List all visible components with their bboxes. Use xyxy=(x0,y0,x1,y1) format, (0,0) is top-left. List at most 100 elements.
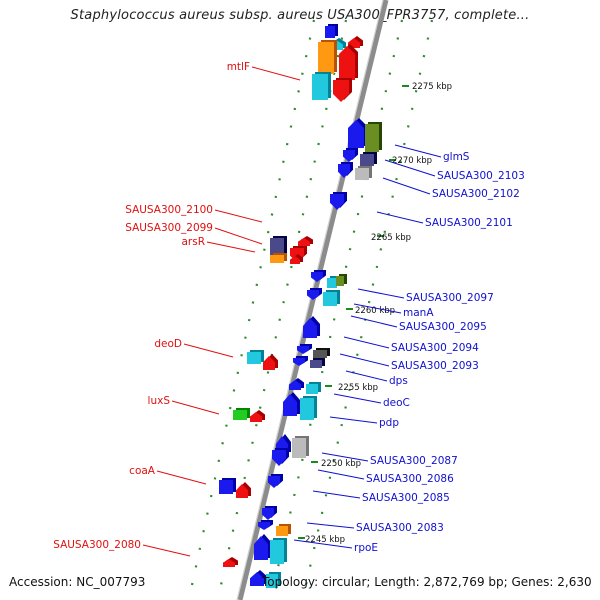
gene-feature xyxy=(339,44,358,80)
gene-feature xyxy=(336,274,347,286)
right-label-leader xyxy=(293,539,353,549)
left-gene-label: deoD xyxy=(154,338,182,350)
kbp-tick-label: 2255 kbp xyxy=(338,383,378,393)
right-label-leader xyxy=(376,211,424,224)
gene-feature xyxy=(272,448,289,466)
gene-feature xyxy=(323,290,340,306)
right-gene-label: SAUSA300_2087 xyxy=(370,455,458,467)
outer-right-dots xyxy=(304,19,434,586)
right-gene-label: SAUSA300_2083 xyxy=(356,522,444,534)
kbp-tick-label: 2275 kbp xyxy=(412,82,452,92)
gene-feature xyxy=(250,410,265,422)
right-gene-label: glmS xyxy=(443,151,470,163)
gene-feature xyxy=(360,152,377,166)
gene-feature xyxy=(355,166,372,180)
gene-feature xyxy=(325,24,338,38)
gene-feature xyxy=(307,288,322,300)
right-gene-label: manA xyxy=(403,307,434,319)
right-gene-label: rpoE xyxy=(354,542,378,554)
right-gene-label: SAUSA300_2086 xyxy=(366,473,454,485)
right-label-leader xyxy=(353,303,402,314)
kbp-tick-label: 2265 kbp xyxy=(371,233,411,243)
right-label-leader xyxy=(394,144,442,158)
left-label-leader xyxy=(214,209,263,223)
gene-feature xyxy=(263,354,278,370)
gene-feature xyxy=(303,316,320,338)
gene-feature xyxy=(247,350,264,364)
left-gene-label: arsR xyxy=(181,236,205,248)
right-label-leader xyxy=(382,177,431,195)
right-label-leader xyxy=(306,522,355,529)
topology-text: Topology: circular; Length: 2,872,769 bp… xyxy=(262,575,592,589)
right-label-leader xyxy=(343,336,390,349)
left-label-leader xyxy=(251,66,301,81)
right-label-leader xyxy=(312,490,361,499)
left-label-leader xyxy=(214,227,263,245)
left-gene-label: SAUSA300_2080 xyxy=(53,539,141,551)
gene-feature xyxy=(270,253,287,263)
right-label-leader xyxy=(339,353,390,367)
left-gene-label: mtlF xyxy=(227,61,250,73)
map-title: Staphylococcus aureus subsp. aureus USA3… xyxy=(70,8,530,23)
accession-text: Accession: NC_007793 xyxy=(9,575,146,589)
gene-feature xyxy=(298,236,313,246)
gene-feature xyxy=(258,520,273,530)
gene-feature xyxy=(219,478,236,494)
kbp-tick-label: 2250 kbp xyxy=(321,459,361,469)
gene-feature xyxy=(365,122,382,152)
left-label-leader xyxy=(183,343,234,358)
backbone-highlight xyxy=(236,0,384,600)
left-gene-label: SAUSA300_2099 xyxy=(125,222,213,234)
gene-feature xyxy=(292,436,309,458)
left-label-leader xyxy=(206,241,256,253)
kbp-tick-label: 2245 kbp xyxy=(305,535,345,545)
right-label-leader xyxy=(345,370,388,382)
gene-feature xyxy=(250,570,267,586)
gene-feature xyxy=(330,192,347,210)
gene-feature xyxy=(338,162,353,178)
right-gene-label: SAUSA300_2094 xyxy=(391,342,479,354)
left-label-leader xyxy=(156,470,207,485)
gene-feature xyxy=(236,482,251,498)
gene-feature xyxy=(254,534,271,560)
right-label-leader xyxy=(321,452,369,462)
gene-feature xyxy=(276,524,291,536)
left-gene-label: coaA xyxy=(129,465,156,477)
kbp-tick-label: 2270 kbp xyxy=(392,156,432,166)
right-gene-label: SAUSA300_2085 xyxy=(362,492,450,504)
right-label-leader xyxy=(350,315,398,328)
right-gene-label: pdp xyxy=(379,417,399,429)
left-label-leader xyxy=(171,400,220,415)
gene-feature xyxy=(343,148,358,162)
gene-feature xyxy=(312,72,331,100)
gene-feature xyxy=(223,557,238,567)
inner-left-dots xyxy=(219,19,348,586)
right-label-leader xyxy=(357,288,405,299)
right-gene-label: SAUSA300_2093 xyxy=(391,360,479,372)
gene-feature xyxy=(310,358,325,368)
right-label-leader xyxy=(317,469,365,480)
right-gene-label: SAUSA300_2102 xyxy=(432,188,520,200)
left-label-leader xyxy=(142,544,191,557)
gene-feature xyxy=(311,270,326,282)
right-gene-label: SAUSA300_2101 xyxy=(425,217,513,229)
gene-feature xyxy=(268,474,283,488)
right-label-leader xyxy=(333,393,382,404)
right-label-leader xyxy=(384,159,436,177)
gene-feature xyxy=(266,572,281,588)
right-label-leader xyxy=(329,416,378,424)
gene-feature xyxy=(283,392,300,416)
gene-feature xyxy=(290,254,303,264)
left-gene-label: SAUSA300_2100 xyxy=(125,204,213,216)
gene-feature xyxy=(289,378,304,390)
gene-feature xyxy=(306,382,321,394)
right-gene-label: dps xyxy=(389,375,408,387)
gene-feature xyxy=(297,344,312,354)
kbp-tick-label: 2260 kbp xyxy=(355,306,395,316)
gene-feature xyxy=(293,356,308,366)
gene-feature xyxy=(300,396,317,420)
right-gene-label: SAUSA300_2095 xyxy=(399,321,487,333)
gene-feature xyxy=(318,40,337,74)
gene-feature xyxy=(313,348,330,358)
